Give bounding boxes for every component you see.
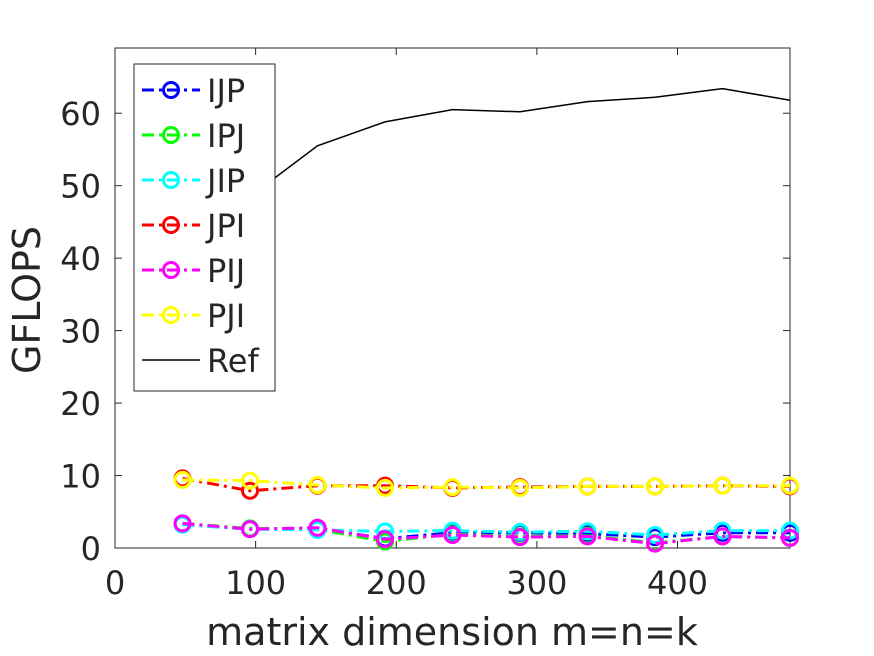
data-point xyxy=(646,525,664,544)
legend-entry-jip: JIP xyxy=(142,162,245,200)
data-point xyxy=(241,481,259,500)
data-point xyxy=(781,521,799,540)
data-point xyxy=(646,477,664,496)
data-point xyxy=(578,477,597,496)
x-tick-label: 100 xyxy=(225,564,286,602)
series-line xyxy=(182,478,790,490)
legend-entry-jpi: JPI xyxy=(142,207,245,245)
data-point xyxy=(578,527,597,546)
legend-marker xyxy=(162,126,180,144)
data-point xyxy=(241,471,259,490)
data-point xyxy=(511,528,529,547)
legend-marker xyxy=(162,306,180,324)
y-tick-label: 20 xyxy=(60,385,101,423)
series-pij xyxy=(173,514,799,553)
data-point xyxy=(376,478,394,497)
x-tick-label: 400 xyxy=(647,564,708,602)
x-tick-label: 0 xyxy=(105,564,125,602)
legend-label: PIJ xyxy=(207,252,245,290)
series-layer xyxy=(173,87,799,553)
legend-marker xyxy=(162,216,180,234)
series-ref xyxy=(182,87,791,230)
legend-label: IPJ xyxy=(207,117,245,155)
legend-entry-ref: Ref xyxy=(142,342,259,380)
data-point xyxy=(443,525,462,544)
x-axis-label: matrix dimension m=n=k xyxy=(206,610,698,654)
data-point xyxy=(646,534,664,553)
y-tick-label: 50 xyxy=(60,168,101,206)
legend-entry-pji: PJI xyxy=(142,297,245,335)
legend-entry-ipj: IPJ xyxy=(142,117,245,155)
data-point xyxy=(713,476,732,495)
y-axis-label: GFLOPS xyxy=(5,226,49,374)
data-point xyxy=(578,522,597,541)
legend-label: IJP xyxy=(207,72,245,110)
data-point xyxy=(713,521,732,540)
data-point xyxy=(308,518,327,537)
data-point xyxy=(781,476,799,495)
data-point xyxy=(511,478,529,497)
y-tick-label: 10 xyxy=(60,458,101,496)
series-line xyxy=(182,521,791,546)
data-point xyxy=(173,470,192,489)
series-pji xyxy=(173,470,799,497)
data-point xyxy=(173,514,192,533)
legend-label: PJI xyxy=(207,297,245,335)
legend-entry-ijp: IJP xyxy=(142,72,245,110)
x-tick-label: 200 xyxy=(366,564,427,602)
legend-entry-pij: PIJ xyxy=(142,252,245,290)
data-point xyxy=(376,530,394,549)
x-tick-label: 300 xyxy=(506,564,567,602)
legend-marker xyxy=(162,81,180,99)
legend: IJP IPJ JIP JPI PIJ PJI Ref xyxy=(133,63,276,392)
data-point xyxy=(308,475,327,494)
series-line xyxy=(182,87,791,230)
legend-label: JIP xyxy=(205,162,245,200)
y-tick-label: 60 xyxy=(60,95,101,133)
axes-layer: 0 100 200 300 400 0 10 20 30 40 50 60 xyxy=(60,48,790,602)
legend-marker xyxy=(162,261,180,279)
data-point xyxy=(781,528,799,547)
legend-label: JPI xyxy=(205,207,245,245)
y-tick-label: 0 xyxy=(81,530,101,568)
data-point xyxy=(713,527,732,546)
y-tick-label: 30 xyxy=(60,313,101,351)
data-point xyxy=(511,523,529,542)
y-tick-label: 40 xyxy=(60,240,101,278)
data-point xyxy=(241,520,259,539)
data-point xyxy=(443,478,462,497)
legend-box xyxy=(133,63,276,392)
legend-marker xyxy=(162,171,180,189)
legend-label: Ref xyxy=(207,342,259,380)
